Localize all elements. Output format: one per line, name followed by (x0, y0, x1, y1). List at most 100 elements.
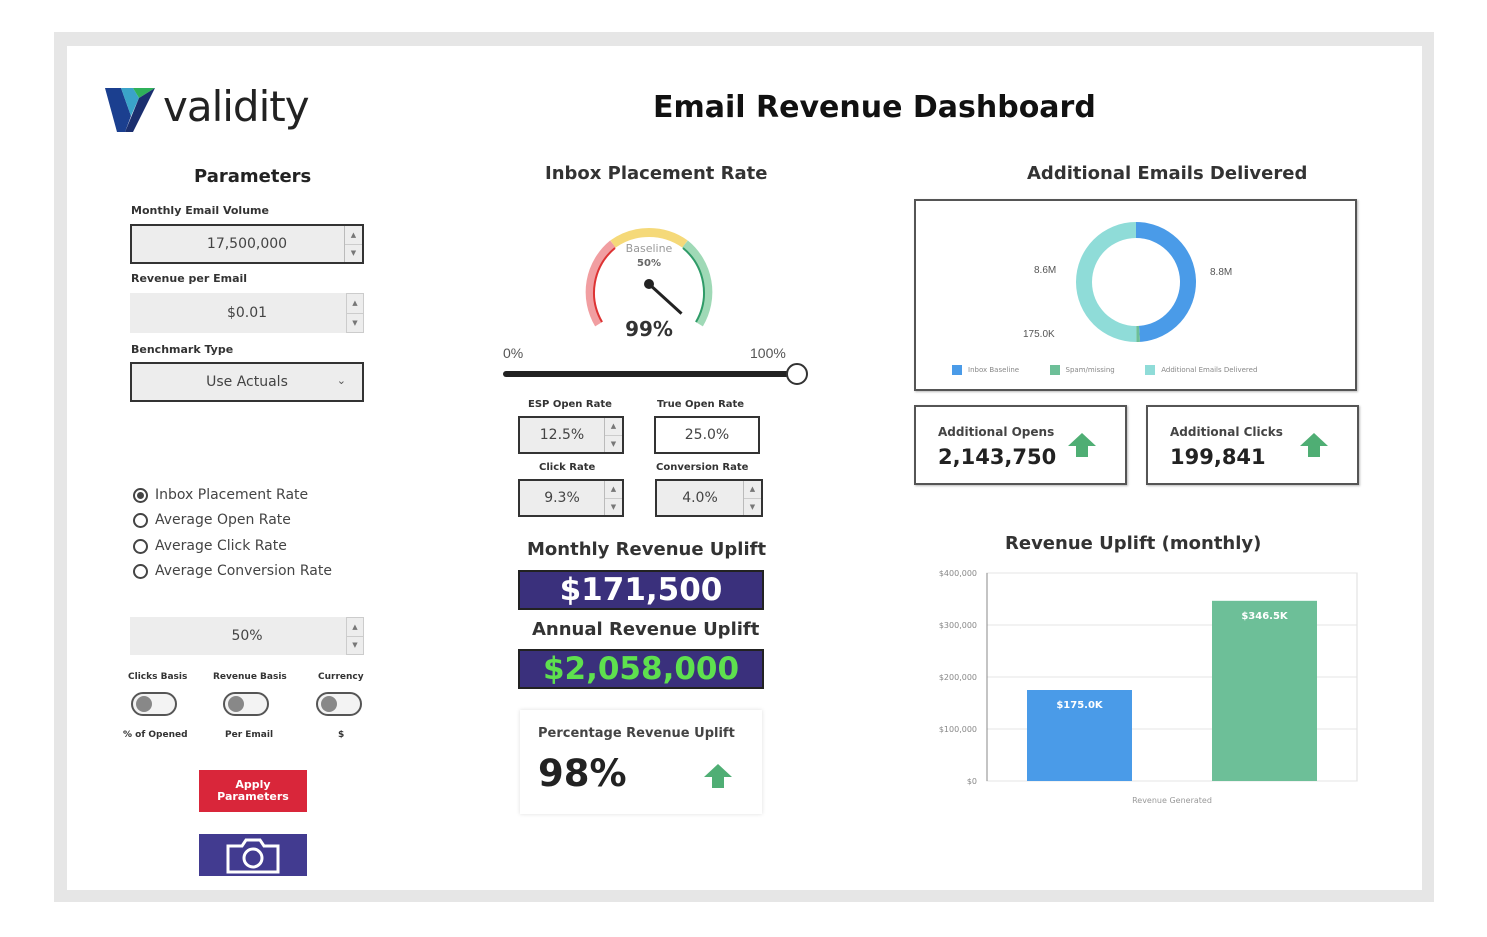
radio-label: Average Conversion Rate (155, 563, 332, 579)
parameters-title: Parameters (194, 166, 312, 187)
additional-opens-value: 2,143,750 (938, 445, 1057, 469)
percentage-uplift-value: 98% (538, 752, 627, 795)
conversion-rate-spinner[interactable]: ▲ ▼ (743, 481, 761, 515)
slider-min-label: 0% (503, 345, 524, 361)
y-tick-label: $400,000 (939, 569, 977, 578)
apply-parameters-button[interactable]: Apply Parameters (199, 770, 307, 812)
monthly-email-volume-label: Monthly Email Volume (131, 204, 269, 217)
radio-average-click-rate[interactable]: Average Click Rate (133, 538, 287, 554)
additional-opens-card: Additional Opens 2,143,750 (914, 405, 1127, 485)
legend-label: Additional Emails Delivered (1161, 365, 1258, 374)
bar-baseline (1027, 690, 1132, 781)
conversion-rate-value: 4.0% (682, 490, 718, 506)
click-rate-value: 9.3% (544, 490, 580, 506)
benchmark-type-select[interactable]: Use Actuals ⌄ (130, 362, 364, 402)
additional-opens-label: Additional Opens (938, 425, 1055, 439)
click-rate-spinner[interactable]: ▲ ▼ (604, 481, 622, 515)
gauge-value-label: 99% (625, 317, 673, 341)
y-tick-label: $0 (967, 777, 977, 786)
donut-slice-additional-emails-delivered (1076, 222, 1137, 342)
monthly-email-volume-spinner[interactable]: ▲ ▼ (344, 226, 362, 262)
revenue-per-email-input[interactable]: $0.01 ▲ ▼ (130, 293, 364, 333)
monthly-email-volume-input[interactable]: 17,500,000 ▲ ▼ (130, 224, 364, 264)
radio-button[interactable] (133, 563, 148, 579)
true-open-rate-label: True Open Rate (657, 399, 745, 410)
spin-up-icon[interactable]: ▲ (744, 481, 761, 499)
clicks-basis-label: Clicks Basis (128, 672, 188, 682)
donut-slice-inbox-baseline (1136, 222, 1197, 342)
brand-logo: validity (103, 82, 333, 142)
clicks-basis-value: % of Opened (123, 730, 188, 740)
up-arrow-icon (704, 764, 732, 788)
legend-swatch-spam (1049, 364, 1060, 375)
slider-max-label: 100% (750, 345, 786, 361)
spin-down-icon[interactable]: ▼ (749, 502, 756, 511)
annual-uplift-label: Annual Revenue Uplift (532, 619, 760, 640)
legend-swatch-inbox-baseline (952, 364, 962, 375)
donut-label-left-top: 8.6M (1034, 265, 1057, 276)
currency-label: Currency (318, 672, 364, 682)
clicks-basis-toggle[interactable] (131, 692, 177, 716)
radio-inbox-placement-rate[interactable]: Inbox Placement Rate (133, 487, 308, 503)
spin-up-icon[interactable]: ▲ (345, 226, 362, 245)
spin-up-icon[interactable]: ▲ (605, 418, 622, 436)
radio-button[interactable] (133, 538, 148, 554)
revenue-basis-label: Revenue Basis (213, 672, 287, 682)
donut-label-left-bottom: 175.0K (1023, 329, 1055, 340)
bar-data-label: $346.5K (1241, 611, 1289, 622)
percent-input[interactable]: 50% ▲ ▼ (130, 617, 364, 655)
additional-clicks-value: 199,841 (1170, 445, 1266, 469)
chevron-down-icon[interactable]: ⌄ (336, 374, 346, 387)
true-open-rate-value: 25.0% (684, 427, 730, 443)
revenue-bar-chart: $0 $100,000 $200,000 $300,000 $400,000 $175.0… (939, 569, 1358, 805)
inbox-placement-title: Inbox Placement Rate (545, 163, 768, 184)
revenue-per-email-spinner[interactable]: ▲ ▼ (346, 293, 364, 333)
spin-down-icon[interactable]: ▼ (350, 249, 357, 258)
percentage-uplift-card: Percentage Revenue Uplift 98% (520, 710, 762, 814)
gauge-baseline-value: 50% (637, 258, 661, 269)
spin-down-icon[interactable]: ▼ (352, 318, 358, 327)
spin-up-icon[interactable]: ▲ (347, 294, 363, 314)
legend-label: Inbox Baseline (968, 365, 1020, 374)
inbox-placement-slider[interactable] (503, 363, 808, 385)
benchmark-type-value: Use Actuals (206, 374, 288, 390)
click-rate-input[interactable]: 9.3% ▲ ▼ (518, 479, 624, 517)
up-arrow-icon (1068, 433, 1096, 457)
additional-emails-title: Additional Emails Delivered (1027, 163, 1308, 184)
monthly-email-volume-value: 17,500,000 (206, 236, 288, 252)
validity-logo-icon (105, 88, 155, 132)
esp-open-rate-spinner[interactable]: ▲ ▼ (604, 418, 622, 452)
bar-data-label: $175.0K (1056, 700, 1104, 711)
annual-uplift-value: $2,058,000 (518, 649, 764, 689)
spin-down-icon[interactable]: ▼ (610, 439, 617, 448)
slider-handle[interactable] (786, 363, 808, 385)
gauge-baseline-label: Baseline (626, 242, 673, 255)
donut-slice-spam-missing (1136, 325, 1141, 342)
y-tick-label: $100,000 (939, 725, 977, 734)
y-tick-label: $300,000 (939, 621, 977, 630)
snapshot-button[interactable] (199, 834, 307, 876)
up-arrow-icon (1300, 433, 1328, 457)
conversion-rate-input[interactable]: 4.0% ▲ ▼ (655, 479, 763, 517)
spin-up-icon[interactable]: ▲ (347, 618, 363, 637)
gauge-needle (647, 282, 683, 315)
page-title: Email Revenue Dashboard (653, 90, 1096, 125)
spin-down-icon[interactable]: ▼ (352, 641, 358, 650)
esp-open-rate-input[interactable]: 12.5% ▲ ▼ (518, 416, 624, 454)
spin-down-icon[interactable]: ▼ (610, 502, 617, 511)
radio-label: Average Click Rate (155, 538, 287, 554)
radio-button[interactable] (133, 512, 148, 528)
currency-toggle[interactable] (316, 692, 362, 716)
dashboard-frame: validity Email Revenue Dashboard Paramet… (54, 32, 1434, 902)
radio-average-open-rate[interactable]: Average Open Rate (133, 512, 291, 528)
percent-spinner[interactable]: ▲ ▼ (346, 617, 364, 655)
revenue-basis-toggle[interactable] (223, 692, 269, 716)
bar-uplift (1212, 600, 1317, 781)
revenue-chart-title: Revenue Uplift (monthly) (1005, 533, 1262, 554)
x-axis-label: Revenue Generated (1132, 796, 1212, 805)
dashboard-canvas: validity Email Revenue Dashboard Paramet… (67, 46, 1422, 890)
revenue-per-email-value: $0.01 (226, 305, 268, 321)
radio-average-conversion-rate[interactable]: Average Conversion Rate (133, 563, 332, 579)
spin-up-icon[interactable]: ▲ (605, 481, 622, 499)
radio-button-selected[interactable] (133, 487, 148, 503)
